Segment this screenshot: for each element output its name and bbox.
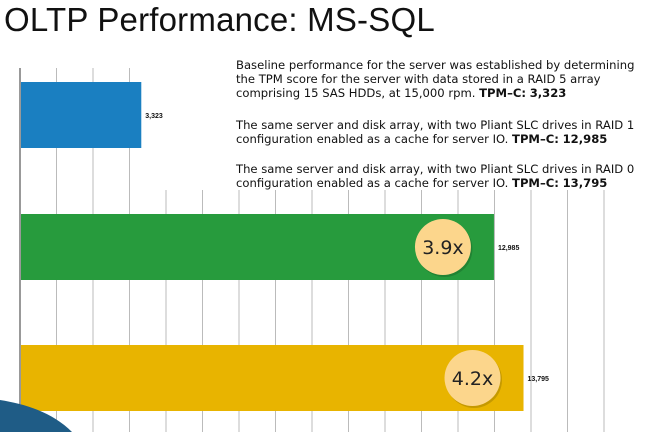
chart-multiplier-bubbles: 3.9x 4.2x [414, 219, 503, 408]
note-raid1-cache: The same server and disk array, with two… [236, 118, 641, 146]
bar-value-label: 12,985 [498, 245, 520, 252]
note-metric-label: TPM–C: [512, 132, 559, 146]
multiplier-label: 3.9x [422, 237, 463, 259]
bar-3 [21, 345, 524, 411]
note-text: The same server and disk array, with two… [236, 162, 635, 190]
note-baseline: Baseline performance for the server was … [236, 58, 641, 100]
multiplier-label: 4.2x [452, 368, 493, 390]
note-metric-label: TPM–C: [479, 86, 527, 100]
multiplier-bubble [444, 350, 501, 406]
multiplier-bubble [414, 219, 471, 275]
note-raid0-cache: The same server and disk array, with two… [236, 162, 641, 190]
bar-value-label: 13,795 [528, 376, 550, 383]
decorative-swoosh [0, 400, 72, 432]
chart-value-labels: 3,323 12,985 13,795 [145, 113, 549, 383]
note-metric-value: 13,795 [562, 176, 608, 190]
note-metric-label: TPM–C: [512, 176, 559, 190]
note-metric-value: 12,985 [562, 132, 608, 146]
note-text: Baseline performance for the server was … [236, 58, 635, 100]
bar-value-label: 3,323 [145, 113, 163, 120]
slide-title: OLTP Performance: MS-SQL [4, 1, 435, 38]
note-text: The same server and disk array, with two… [236, 118, 635, 146]
chart-bars [21, 82, 524, 411]
bar-1 [21, 82, 142, 148]
note-metric-value: 3,323 [529, 86, 567, 100]
